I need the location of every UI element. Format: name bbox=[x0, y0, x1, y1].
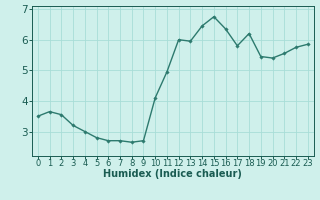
X-axis label: Humidex (Indice chaleur): Humidex (Indice chaleur) bbox=[103, 169, 242, 179]
